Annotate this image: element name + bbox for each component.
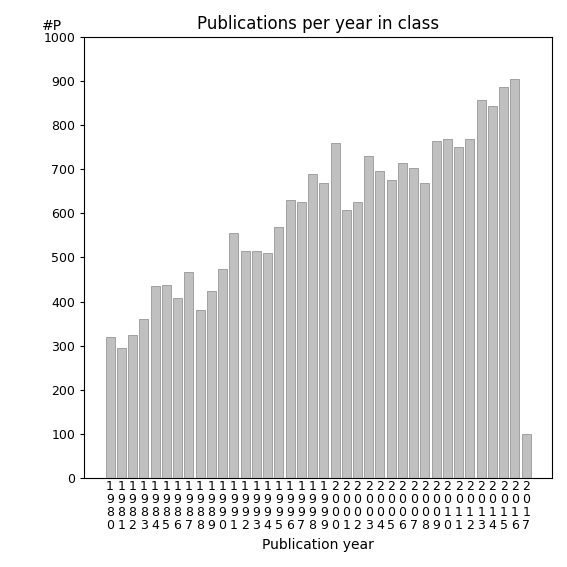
Bar (196, 310, 205, 477)
Bar (105, 337, 115, 477)
Bar (218, 269, 227, 477)
Bar (398, 163, 407, 477)
Bar (364, 156, 373, 477)
Bar (431, 141, 441, 477)
Bar (454, 146, 463, 477)
Bar (286, 200, 294, 477)
Bar (443, 138, 452, 477)
Bar (229, 233, 238, 477)
Bar (308, 174, 317, 477)
Bar (184, 272, 193, 477)
Bar (477, 100, 486, 477)
Bar (499, 87, 508, 477)
Bar (173, 298, 182, 477)
Bar (207, 290, 216, 477)
Bar (240, 251, 249, 477)
Bar (387, 180, 396, 477)
Bar (409, 168, 418, 477)
Bar (331, 143, 340, 477)
Bar (319, 183, 328, 477)
X-axis label: Publication year: Publication year (262, 538, 374, 552)
Bar (150, 286, 159, 477)
Bar (117, 348, 126, 477)
Bar (488, 107, 497, 477)
Bar (139, 319, 148, 477)
Bar (162, 285, 171, 477)
Y-axis label: #P: #P (41, 19, 62, 33)
Bar (342, 210, 351, 477)
Bar (128, 335, 137, 477)
Bar (466, 139, 475, 477)
Bar (353, 202, 362, 477)
Bar (522, 434, 531, 477)
Bar (510, 79, 519, 477)
Bar (274, 227, 284, 477)
Bar (375, 171, 384, 477)
Bar (421, 183, 429, 477)
Bar (297, 202, 306, 477)
Bar (263, 253, 272, 477)
Bar (252, 251, 261, 477)
Title: Publications per year in class: Publications per year in class (197, 15, 439, 33)
